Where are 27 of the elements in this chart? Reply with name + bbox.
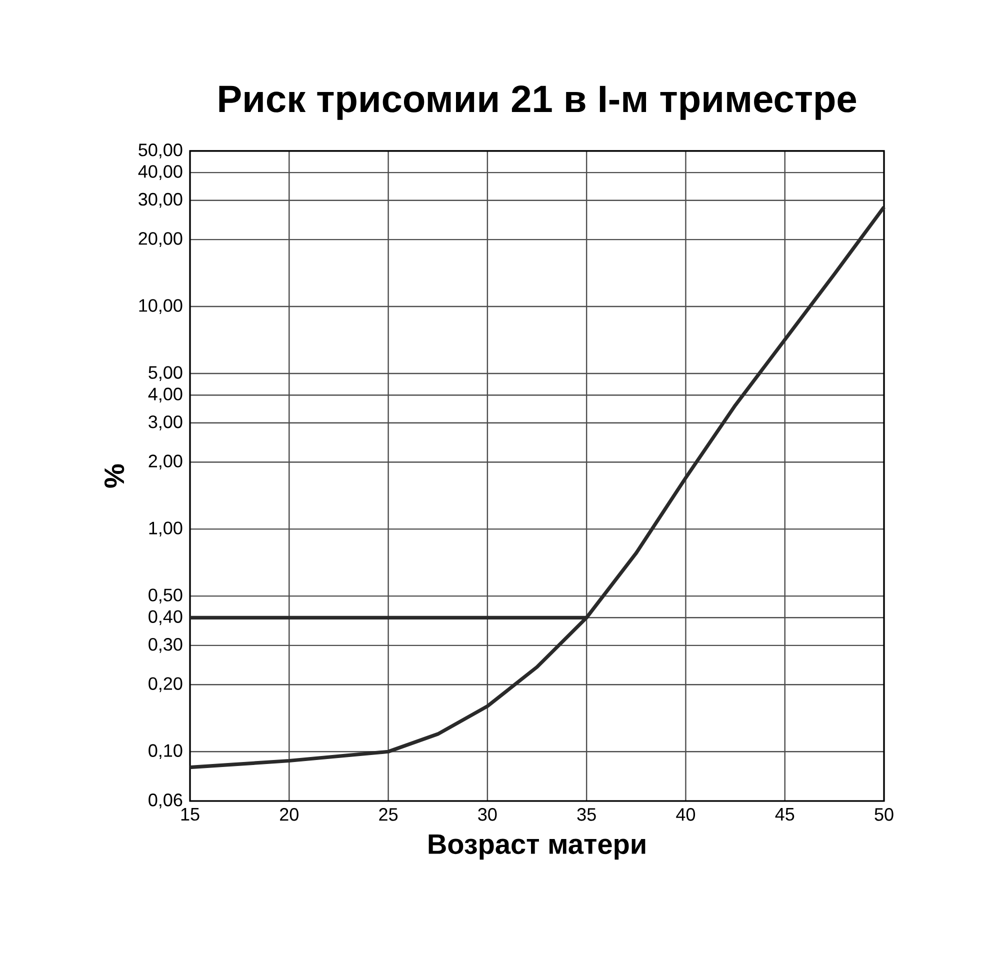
y-tick-label: 0,20 bbox=[148, 677, 182, 692]
y-tick-label: 2,00 bbox=[148, 454, 182, 470]
chart-title: Риск трисомии 21 в I-м триместре bbox=[219, 85, 856, 120]
y-tick-label: 0,30 bbox=[148, 638, 182, 653]
y-tick-label: 1,00 bbox=[149, 522, 182, 537]
x-tick-label: 30 bbox=[478, 808, 497, 821]
x-tick-label: 20 bbox=[280, 808, 298, 821]
x-tick-label: 45 bbox=[775, 808, 794, 821]
y-tick-label: 0,40 bbox=[148, 610, 182, 626]
y-tick-label: 10,00 bbox=[139, 299, 182, 314]
y-tick-label: 30,00 bbox=[138, 192, 182, 208]
x-axis-title: Возраст матери bbox=[428, 834, 646, 860]
y-tick-label: 40,00 bbox=[138, 165, 182, 180]
x-tick-label: 50 bbox=[874, 808, 894, 821]
x-tick-label: 15 bbox=[181, 808, 200, 821]
x-tick-label: 25 bbox=[379, 808, 398, 821]
y-tick-label: 0,50 bbox=[148, 588, 182, 604]
y-tick-label: 0,10 bbox=[148, 744, 182, 760]
y-tick-label: 50,00 bbox=[138, 144, 182, 158]
x-tick-label: 35 bbox=[577, 808, 596, 821]
y-axis-title: % bbox=[104, 464, 124, 488]
y-tick-label: 0,06 bbox=[148, 794, 182, 808]
y-tick-label: 5,00 bbox=[148, 366, 182, 381]
y-tick-label: 20,00 bbox=[138, 232, 182, 247]
x-tick-label: 40 bbox=[676, 808, 696, 821]
y-tick-label: 4,00 bbox=[148, 388, 182, 403]
y-tick-label: 3,00 bbox=[148, 415, 182, 430]
